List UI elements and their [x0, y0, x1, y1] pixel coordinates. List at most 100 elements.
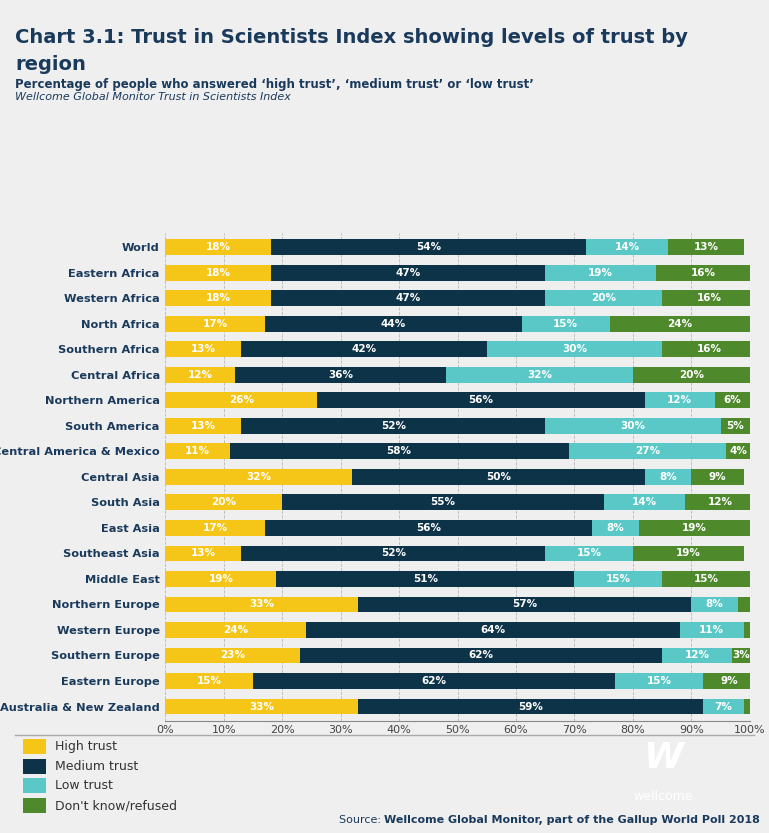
Bar — [610, 316, 750, 332]
Text: Percentage of people who answered ‘high trust’, ‘medium trust’ or ‘low trust’: Percentage of people who answered ‘high … — [15, 78, 534, 92]
Bar — [241, 546, 545, 561]
Bar — [165, 571, 276, 587]
Bar — [271, 291, 545, 307]
Text: 30%: 30% — [562, 344, 587, 354]
Bar — [358, 699, 703, 715]
Text: 8%: 8% — [706, 600, 724, 610]
Bar — [282, 495, 604, 511]
Text: 18%: 18% — [205, 267, 231, 277]
Text: 33%: 33% — [249, 701, 275, 711]
Bar — [691, 596, 738, 612]
Text: 12%: 12% — [684, 651, 710, 661]
Bar — [644, 392, 714, 408]
Bar — [165, 469, 352, 485]
Bar — [721, 418, 750, 434]
Text: 7%: 7% — [714, 701, 732, 711]
Text: 56%: 56% — [416, 523, 441, 533]
Bar — [165, 392, 318, 408]
Bar — [662, 571, 750, 587]
Bar — [633, 367, 750, 382]
Text: 27%: 27% — [635, 446, 660, 456]
Text: 62%: 62% — [468, 651, 494, 661]
Bar — [574, 571, 662, 587]
Bar — [165, 622, 305, 638]
Bar — [662, 291, 756, 307]
Text: 32%: 32% — [246, 471, 271, 482]
Text: 64%: 64% — [480, 625, 505, 635]
Bar — [241, 342, 487, 357]
Text: 9%: 9% — [709, 471, 727, 482]
Text: 6%: 6% — [724, 396, 741, 406]
Bar — [300, 647, 662, 663]
Bar — [522, 316, 610, 332]
Text: 15%: 15% — [553, 319, 578, 329]
Bar — [545, 265, 656, 281]
Text: 18%: 18% — [205, 293, 231, 303]
Bar — [744, 622, 750, 638]
Bar — [165, 673, 253, 689]
Text: 17%: 17% — [202, 319, 228, 329]
Text: 8%: 8% — [659, 471, 677, 482]
Bar — [662, 647, 732, 663]
Bar — [230, 443, 568, 459]
Text: 51%: 51% — [413, 574, 438, 584]
Text: 17%: 17% — [202, 523, 228, 533]
Text: 12%: 12% — [708, 497, 733, 507]
Bar — [352, 469, 644, 485]
Bar — [732, 647, 750, 663]
Text: 62%: 62% — [421, 676, 447, 686]
Bar — [545, 418, 721, 434]
Text: 57%: 57% — [512, 600, 538, 610]
Text: 18%: 18% — [205, 242, 231, 252]
Text: 56%: 56% — [468, 396, 494, 406]
Text: 16%: 16% — [697, 293, 721, 303]
Text: 13%: 13% — [694, 242, 718, 252]
Text: 30%: 30% — [621, 421, 645, 431]
Bar — [545, 546, 633, 561]
Text: 42%: 42% — [351, 344, 377, 354]
Bar — [615, 673, 703, 689]
Bar — [358, 596, 691, 612]
Bar — [165, 596, 358, 612]
Text: 23%: 23% — [220, 651, 245, 661]
Text: 5%: 5% — [726, 421, 744, 431]
Text: 9%: 9% — [721, 676, 738, 686]
Text: region: region — [15, 55, 86, 74]
Text: Low trust: Low trust — [55, 779, 113, 792]
Bar — [165, 316, 265, 332]
Text: 33%: 33% — [249, 600, 275, 610]
Text: 11%: 11% — [699, 625, 724, 635]
Bar — [165, 418, 241, 434]
Bar — [656, 265, 750, 281]
Bar — [685, 495, 756, 511]
Text: W: W — [644, 741, 683, 775]
Text: 52%: 52% — [381, 548, 406, 558]
Bar — [305, 622, 680, 638]
Text: 15%: 15% — [197, 676, 221, 686]
Bar — [318, 392, 644, 408]
Bar — [668, 239, 744, 255]
Bar — [271, 265, 545, 281]
Text: 13%: 13% — [191, 548, 216, 558]
Bar — [662, 342, 756, 357]
Bar — [165, 239, 271, 255]
Text: 44%: 44% — [381, 319, 406, 329]
Bar — [586, 239, 668, 255]
Bar — [644, 469, 691, 485]
Text: 15%: 15% — [647, 676, 671, 686]
Bar — [165, 495, 282, 511]
Bar — [545, 291, 662, 307]
Bar — [165, 291, 271, 307]
Text: 14%: 14% — [632, 497, 657, 507]
Text: 24%: 24% — [667, 319, 692, 329]
Text: 8%: 8% — [607, 523, 624, 533]
Text: 58%: 58% — [387, 446, 411, 456]
Text: Source:: Source: — [339, 815, 384, 825]
Text: 13%: 13% — [191, 421, 216, 431]
Text: 15%: 15% — [606, 574, 631, 584]
Bar — [727, 443, 750, 459]
Text: 19%: 19% — [588, 267, 613, 277]
Bar — [592, 520, 639, 536]
Bar — [568, 443, 727, 459]
Bar — [604, 495, 685, 511]
